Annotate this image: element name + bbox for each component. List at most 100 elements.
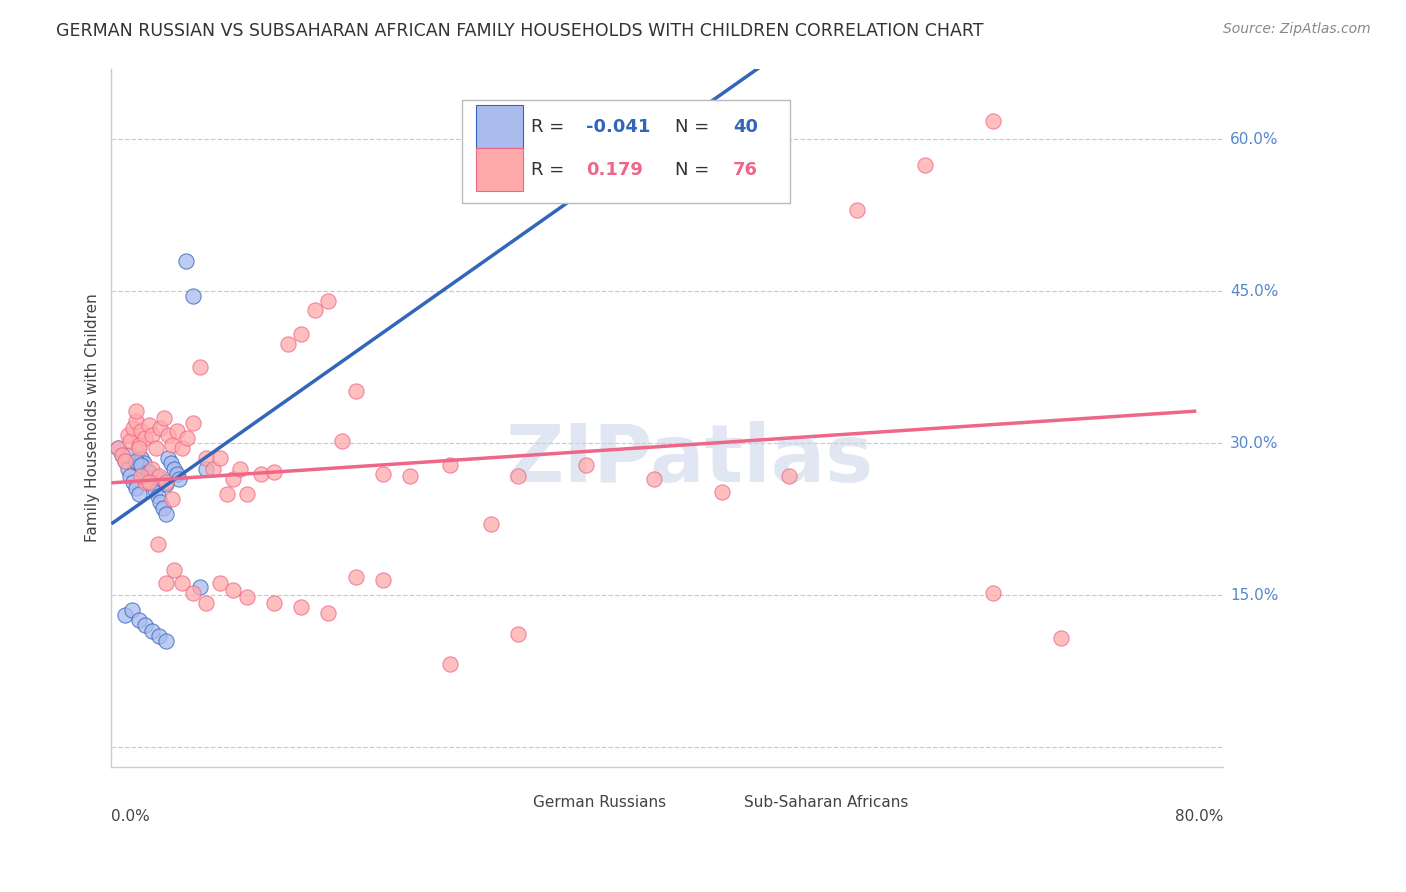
Point xyxy=(439,458,461,473)
Point xyxy=(508,468,530,483)
Point xyxy=(111,448,134,462)
Point xyxy=(160,457,183,471)
Point xyxy=(129,424,152,438)
Point xyxy=(155,507,177,521)
Text: 30.0%: 30.0% xyxy=(1230,435,1278,450)
Point xyxy=(181,586,204,600)
Point xyxy=(236,590,259,604)
Point xyxy=(176,431,198,445)
Point xyxy=(117,461,139,475)
Point xyxy=(371,573,394,587)
Point xyxy=(138,465,160,479)
FancyBboxPatch shape xyxy=(477,148,523,192)
Point xyxy=(117,448,139,462)
Point xyxy=(439,657,461,671)
Point xyxy=(149,421,172,435)
FancyBboxPatch shape xyxy=(703,795,741,825)
Point xyxy=(170,442,193,456)
Point xyxy=(263,596,285,610)
Point xyxy=(148,629,170,643)
Text: 60.0%: 60.0% xyxy=(1230,132,1278,147)
Text: -0.041: -0.041 xyxy=(586,118,651,136)
Point xyxy=(125,414,148,428)
Y-axis label: Family Households with Children: Family Households with Children xyxy=(86,293,100,542)
Text: 0.0%: 0.0% xyxy=(111,809,150,824)
Point xyxy=(290,600,312,615)
Point xyxy=(155,633,177,648)
Point xyxy=(166,467,188,481)
Point xyxy=(111,448,134,462)
Point xyxy=(121,603,143,617)
Point xyxy=(141,624,163,638)
Text: Sub-Saharan Africans: Sub-Saharan Africans xyxy=(744,796,908,811)
Point xyxy=(229,461,252,475)
Point xyxy=(710,484,733,499)
Point xyxy=(155,576,177,591)
Point xyxy=(846,203,869,218)
Point xyxy=(107,442,129,456)
Point xyxy=(128,442,150,456)
Point xyxy=(195,451,218,466)
Point xyxy=(146,537,169,551)
Point xyxy=(125,481,148,495)
Point xyxy=(138,470,160,484)
Point xyxy=(195,461,218,475)
Point xyxy=(208,451,231,466)
Point xyxy=(344,570,367,584)
Point xyxy=(134,618,156,632)
Point xyxy=(181,289,204,303)
Text: 0.179: 0.179 xyxy=(586,161,643,178)
Point xyxy=(138,475,160,489)
Point xyxy=(643,472,665,486)
Text: 76: 76 xyxy=(733,161,758,178)
Point xyxy=(146,470,169,484)
Point xyxy=(981,114,1004,128)
Point xyxy=(222,582,245,597)
Point xyxy=(117,428,139,442)
Point xyxy=(188,580,211,594)
Text: R =: R = xyxy=(530,161,564,178)
Point xyxy=(135,465,157,479)
Point xyxy=(479,517,502,532)
Text: R =: R = xyxy=(530,118,564,136)
Point xyxy=(141,428,163,442)
Point xyxy=(128,438,150,452)
Point xyxy=(575,458,598,473)
Point xyxy=(398,468,420,483)
Point xyxy=(202,461,225,475)
Point xyxy=(152,501,174,516)
Point xyxy=(138,417,160,432)
Point xyxy=(132,457,155,471)
Point xyxy=(146,489,169,503)
Point xyxy=(153,410,176,425)
Point xyxy=(145,442,167,456)
Point xyxy=(129,468,152,483)
Point xyxy=(208,576,231,591)
Point xyxy=(107,442,129,456)
Point xyxy=(318,607,340,621)
Point xyxy=(134,431,156,445)
Point xyxy=(170,576,193,591)
Point xyxy=(114,454,136,468)
Point xyxy=(914,158,936,172)
Point xyxy=(141,461,163,475)
Point xyxy=(330,434,353,449)
Point xyxy=(163,461,186,475)
Point xyxy=(236,487,259,501)
Point xyxy=(155,475,177,489)
Text: N =: N = xyxy=(675,118,710,136)
Point xyxy=(120,434,142,449)
Text: 15.0%: 15.0% xyxy=(1230,588,1278,603)
Text: 45.0%: 45.0% xyxy=(1230,284,1278,299)
Text: 40: 40 xyxy=(733,118,758,136)
Point xyxy=(344,384,367,398)
Point xyxy=(122,421,145,435)
Point xyxy=(215,487,238,501)
Point xyxy=(120,468,142,483)
Point xyxy=(277,337,299,351)
Point xyxy=(318,294,340,309)
Point xyxy=(114,608,136,623)
Point xyxy=(125,404,148,418)
Point xyxy=(174,254,197,268)
Text: German Russians: German Russians xyxy=(533,796,666,811)
